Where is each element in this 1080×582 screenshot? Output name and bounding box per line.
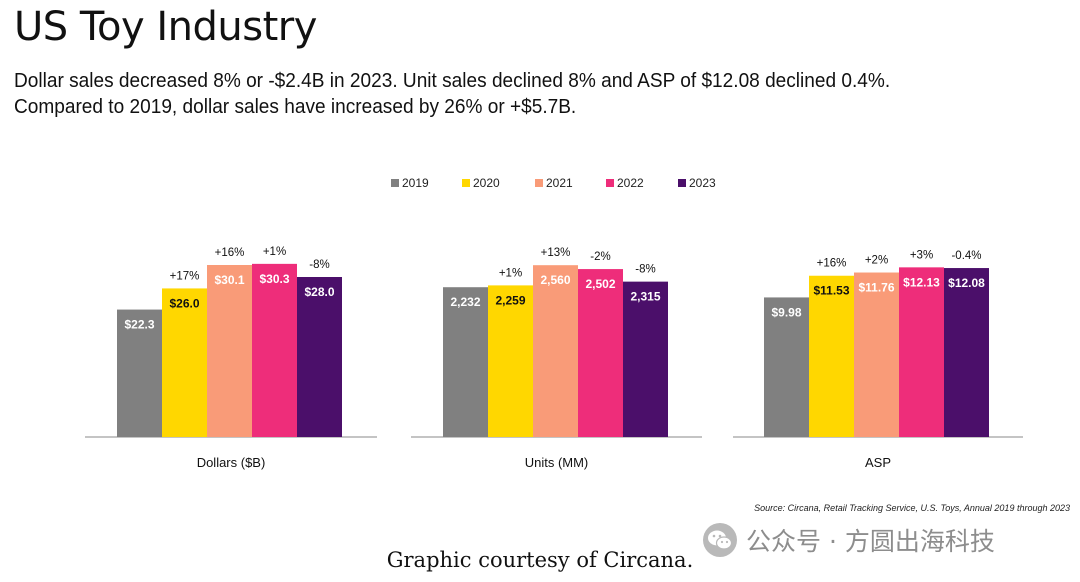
change-label-3-2023: -0.4%	[951, 250, 981, 262]
data-label-3-2022: $12.13	[903, 275, 940, 289]
change-label-1-2021: +16%	[215, 247, 245, 259]
caption: Graphic courtesy of Circana.	[386, 548, 694, 572]
legend-swatch-2022	[606, 179, 614, 187]
change-label-3-2020: +16%	[817, 258, 847, 270]
bar-2-2023	[623, 281, 668, 437]
legend-swatch-2020	[462, 179, 470, 187]
bar-2-2022	[578, 269, 623, 437]
bar-3-2023	[944, 268, 989, 437]
data-label-1-2021: $30.1	[214, 273, 244, 287]
data-label-1-2023: $28.0	[304, 285, 334, 299]
legend-swatch-2021	[535, 179, 543, 187]
category-label-2: Units (MM)	[525, 455, 589, 470]
data-label-2-2020: 2,259	[495, 293, 525, 307]
data-label-3-2020: $11.53	[813, 284, 849, 298]
data-label-3-2019: $9.98	[771, 305, 801, 319]
change-label-3-2021: +2%	[865, 255, 888, 267]
watermark: 公众号 · 方圆出海科技	[702, 522, 1062, 558]
change-label-3-2022: +3%	[910, 249, 933, 261]
data-label-3-2023: $12.08	[948, 276, 985, 290]
change-label-1-2022: +1%	[263, 246, 286, 258]
bar-3-2020	[809, 275, 854, 437]
change-label-1-2023: -8%	[309, 259, 329, 271]
data-label-1-2020: $26.0	[169, 296, 199, 310]
data-label-1-2022: $30.3	[259, 272, 289, 286]
bar-1-2022	[252, 263, 297, 437]
category-label-1: Dollars ($B)	[197, 455, 266, 470]
watermark-text: 公众号 · 方圆出海科技	[746, 527, 995, 556]
legend-label-2023: 2023	[689, 176, 716, 190]
legend-label-2021: 2021	[546, 176, 573, 190]
bar-chart: 2019 2020 2021 2022 2023 Dollars ($B) $22.3 $26…	[85, 176, 1023, 470]
bar-1-2021	[207, 265, 252, 437]
change-label-2-2022: -2%	[590, 251, 610, 263]
bar-2-2020	[488, 285, 533, 437]
legend-label-2019: 2019	[402, 176, 429, 190]
category-label-3: ASP	[865, 455, 891, 470]
bar-1-2020	[162, 288, 207, 437]
bar-1-2019	[117, 309, 162, 437]
legend-swatch-2023	[678, 179, 686, 187]
legend-label-2020: 2020	[473, 176, 500, 190]
subtitle: Dollar sales decreased 8% or -$2.4B in 2…	[14, 68, 991, 120]
bar-3-2019	[764, 297, 809, 437]
change-label-1-2020: +17%	[170, 270, 200, 282]
change-label-2-2021: +13%	[541, 247, 571, 259]
subtitle-line-2: Compared to 2019, dollar sales have incr…	[14, 95, 577, 118]
data-label-2-2021: 2,560	[540, 273, 570, 287]
bar-2-2021	[533, 265, 578, 437]
legend-swatch-2019	[391, 179, 399, 187]
change-label-2-2023: -8%	[635, 264, 655, 276]
change-label-2-2020: +1%	[499, 267, 522, 279]
source-note: Source: Circana, Retail Tracking Service…	[754, 503, 1070, 513]
data-label-3-2021: $11.76	[858, 281, 894, 295]
data-label-2-2022: 2,502	[585, 277, 615, 291]
bar-3-2021	[854, 272, 899, 437]
data-label-2-2023: 2,315	[630, 290, 660, 304]
page-title: US Toy Industry	[14, 4, 317, 50]
data-label-1-2019: $22.3	[124, 318, 154, 332]
data-label-2-2019: 2,232	[450, 295, 480, 309]
bar-1-2023	[297, 277, 342, 437]
bar-2-2019	[443, 287, 488, 437]
wechat-logo-icon	[703, 523, 737, 557]
legend-label-2022: 2022	[617, 176, 644, 190]
subtitle-line-1: Dollar sales decreased 8% or -$2.4B in 2…	[14, 69, 891, 92]
bar-3-2022	[899, 267, 944, 437]
